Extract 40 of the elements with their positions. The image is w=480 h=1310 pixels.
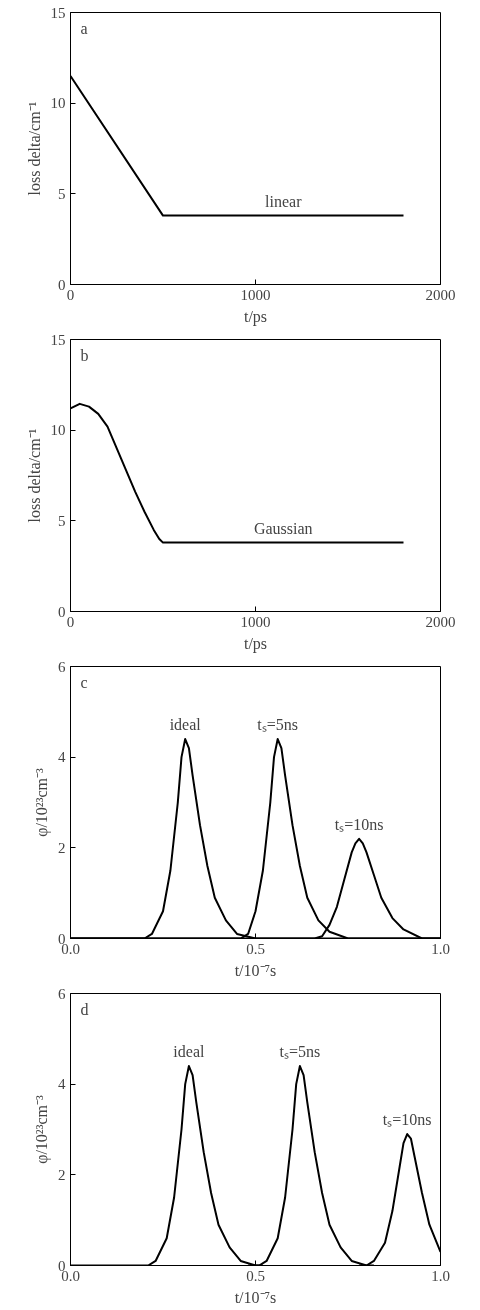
annotation: d <box>80 1000 89 1018</box>
x-tick-label: 2000 <box>425 613 456 630</box>
y-axis-title: loss delta/cm⁻¹ <box>25 101 43 196</box>
y-axis-title: loss delta/cm⁻¹ <box>25 428 43 523</box>
x-tick-label: 0.5 <box>246 940 265 957</box>
y-axis-title: φ/10²³cm⁻³ <box>33 767 51 837</box>
annotation: tₛ=5ns <box>257 716 299 734</box>
y-tick-label: 6 <box>58 658 66 675</box>
annotation: tₛ=10ns <box>334 815 384 833</box>
x-axis-title: t/10⁻⁷s <box>234 961 277 979</box>
y-tick-label: 2 <box>58 839 66 856</box>
annotation: Gaussian <box>253 519 313 537</box>
y-axis-title: φ/10²³cm⁻³ <box>33 1094 51 1164</box>
annotation: tₛ=10ns <box>382 1111 432 1129</box>
y-tick-label: 2 <box>58 1166 66 1183</box>
annotation: ideal <box>173 1043 205 1061</box>
x-tick-label: 1000 <box>240 286 271 303</box>
y-tick-label: 10 <box>50 95 66 112</box>
annotation: b <box>80 346 89 364</box>
x-axis-title: t/ps <box>243 307 268 326</box>
y-tick-label: 15 <box>50 4 66 21</box>
x-axis-title: t/ps <box>243 634 268 653</box>
y-tick-label: 15 <box>50 331 66 348</box>
y-tick-label: 5 <box>58 512 66 529</box>
x-tick-label: 2000 <box>425 286 456 303</box>
y-tick-label: 10 <box>50 422 66 439</box>
y-tick-label: 5 <box>58 185 66 202</box>
y-tick-label: 4 <box>58 1076 66 1093</box>
y-tick-label: 4 <box>58 749 66 766</box>
x-tick-label: 1000 <box>240 613 271 630</box>
y-tick-label: 6 <box>58 985 66 1002</box>
x-tick-label: 0.5 <box>246 1267 265 1284</box>
annotation: c <box>80 673 88 691</box>
annotation: tₛ=5ns <box>279 1043 321 1061</box>
annotation: ideal <box>169 716 202 734</box>
annotation: linear <box>265 192 303 210</box>
x-tick-label: 1.0 <box>431 1267 450 1284</box>
x-tick-label: 1.0 <box>431 940 450 957</box>
x-axis-title: t/10⁻⁷s <box>234 1288 277 1306</box>
annotation: a <box>80 19 88 37</box>
